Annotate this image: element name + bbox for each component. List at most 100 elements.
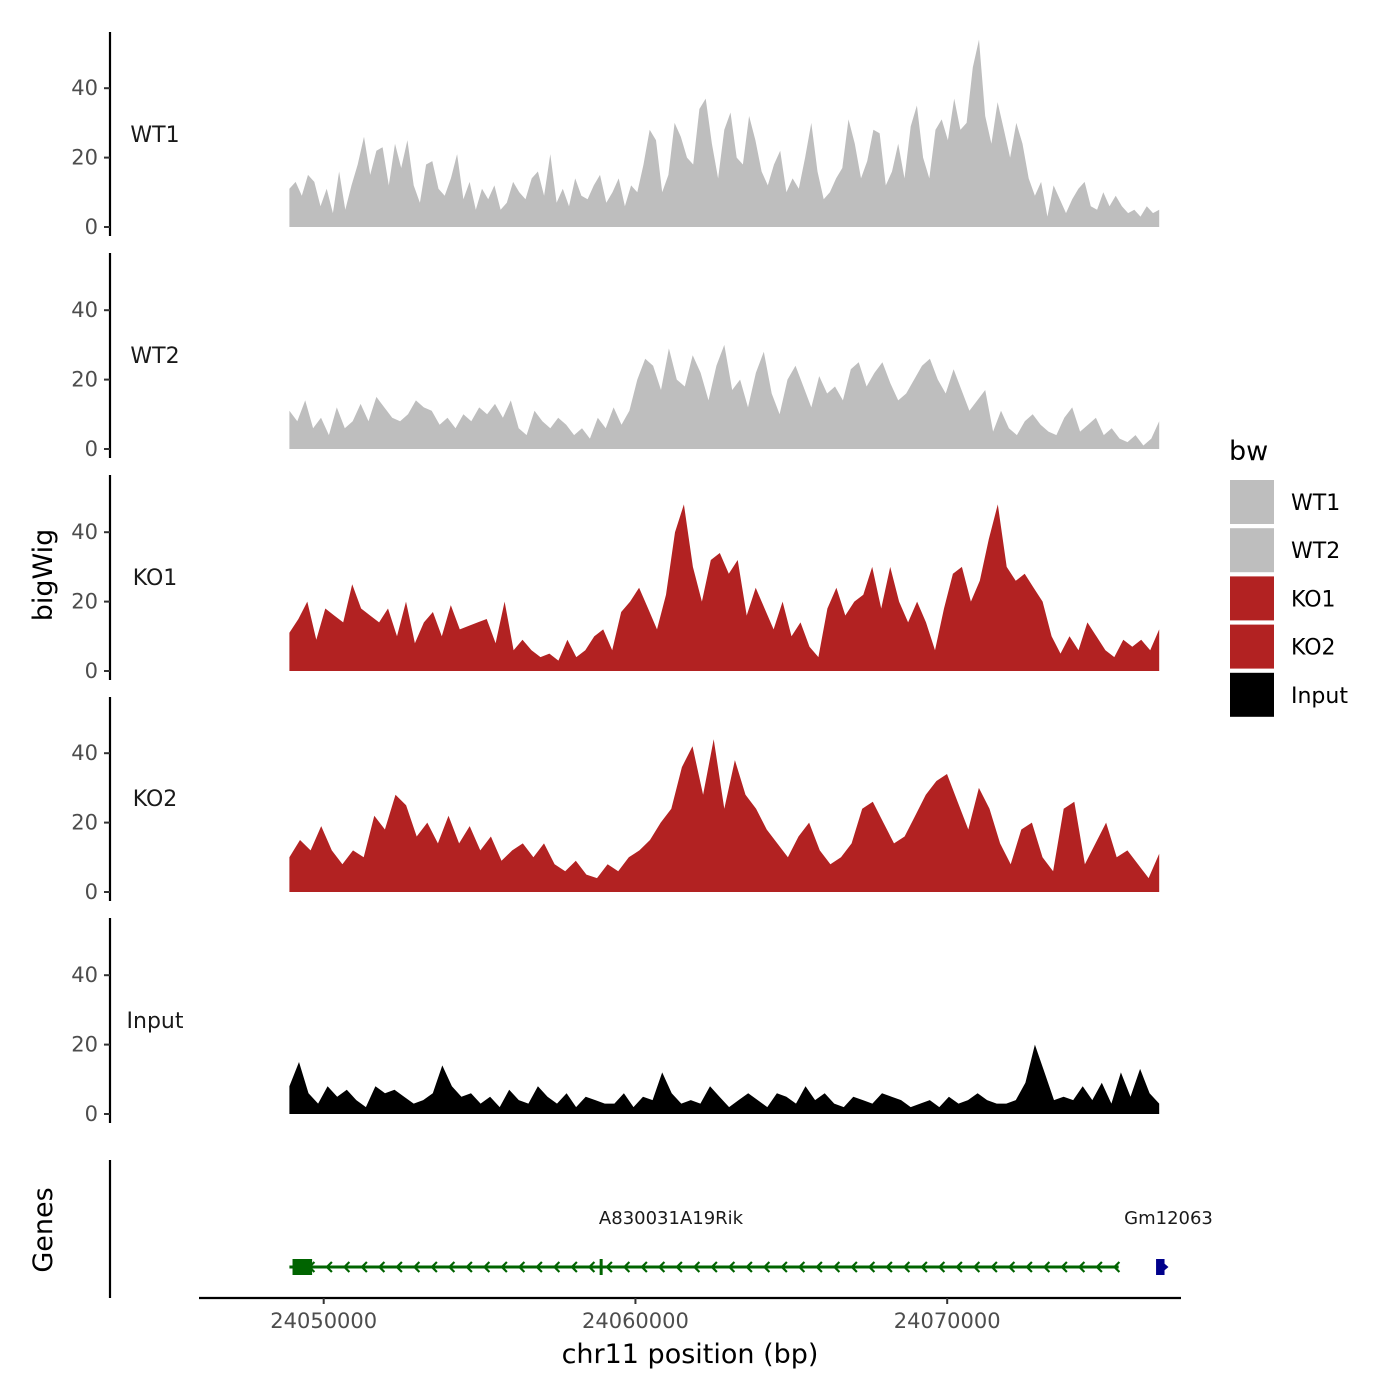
legend: bw WT1 WT2 KO1 KO2 Input xyxy=(1229,436,1348,717)
strand-arrow xyxy=(605,1261,613,1273)
y-tick-label: 20 xyxy=(71,368,98,392)
strand-arrow xyxy=(815,1261,823,1273)
legend-key-ko2 xyxy=(1230,624,1274,669)
strand-arrow xyxy=(867,1261,876,1273)
track-input: 0 20 40 Input xyxy=(71,918,1160,1126)
track-label: KO2 xyxy=(133,787,178,812)
genes-axis-title: Genes xyxy=(28,1187,59,1272)
x-tick-label: 24070000 xyxy=(894,1309,1001,1333)
strand-arrow xyxy=(1077,1261,1086,1273)
y-tick-label: 40 xyxy=(71,741,98,765)
strand-arrow xyxy=(1159,1261,1169,1273)
strand-arrow xyxy=(902,1261,911,1273)
y-tick-label: 20 xyxy=(71,146,98,170)
strand-arrow xyxy=(395,1261,403,1273)
strand-arrow xyxy=(552,1261,561,1273)
signal-area-ko2 xyxy=(289,739,1160,892)
signal-area-ko1 xyxy=(289,504,1160,671)
y-tick-label: 0 xyxy=(85,880,98,904)
strand-arrow xyxy=(850,1261,858,1273)
x-tick-label: 24050000 xyxy=(270,1309,377,1333)
gene-exon xyxy=(1156,1259,1165,1275)
strand-arrow xyxy=(570,1261,578,1273)
track-wt2: 0 20 40 WT2 xyxy=(71,253,1160,461)
gene-gm12063: Gm12063 xyxy=(1124,1208,1213,1275)
genes-panel: A830031A19Rik Gm12063 xyxy=(108,1160,1213,1298)
legend-key-input xyxy=(1230,672,1274,717)
track-label: Input xyxy=(127,1009,184,1034)
strand-arrow xyxy=(885,1261,893,1273)
strand-arrow xyxy=(377,1261,386,1273)
strand-arrow xyxy=(500,1261,508,1273)
strand-arrow xyxy=(1025,1261,1033,1273)
strand-arrow xyxy=(1042,1261,1051,1273)
track-ko1: 0 20 40 KO1 xyxy=(71,475,1160,683)
strand-arrow xyxy=(1095,1261,1103,1273)
strand-arrow xyxy=(587,1261,596,1273)
strand-arrow xyxy=(430,1261,438,1273)
signal-area-input xyxy=(289,1044,1160,1114)
strand-arrow xyxy=(920,1261,928,1273)
gene-label: A830031A19Rik xyxy=(599,1208,744,1229)
strand-arrow xyxy=(710,1261,718,1273)
strand-arrow xyxy=(412,1261,421,1273)
strand-arrow xyxy=(517,1261,526,1273)
strand-arrow xyxy=(535,1261,543,1273)
strand-arrow xyxy=(832,1261,841,1273)
strand-arrow xyxy=(622,1261,631,1273)
strand-arrow xyxy=(360,1261,368,1273)
track-wt1: 0 20 40 WT1 xyxy=(71,32,1160,239)
y-tick-label: 40 xyxy=(71,963,98,987)
x-axis: 24050000 24060000 24070000 xyxy=(199,1296,1181,1333)
signal-area-wt2 xyxy=(289,344,1160,449)
y-tick-label: 0 xyxy=(85,1102,98,1126)
legend-label: KO1 xyxy=(1291,587,1336,612)
strand-arrow xyxy=(325,1261,333,1273)
legend-label: WT2 xyxy=(1291,539,1340,564)
strand-arrow xyxy=(482,1261,491,1273)
legend-key-wt2 xyxy=(1230,528,1274,573)
strand-arrow xyxy=(955,1261,963,1273)
legend-title: bw xyxy=(1229,436,1268,467)
legend-key-ko1 xyxy=(1230,576,1274,621)
x-axis-title: chr11 position (bp) xyxy=(562,1339,819,1370)
gene-exon xyxy=(292,1259,313,1275)
strand-arrow xyxy=(727,1261,736,1273)
legend-label: WT1 xyxy=(1291,491,1340,516)
strand-arrow xyxy=(692,1261,701,1273)
gene-label: Gm12063 xyxy=(1124,1208,1213,1229)
strand-arrow xyxy=(745,1261,753,1273)
gene-exon xyxy=(599,1259,603,1275)
gene-a830031a19rik: A830031A19Rik xyxy=(289,1208,1121,1275)
strand-arrow xyxy=(990,1261,998,1273)
y-tick-label: 20 xyxy=(71,811,98,835)
y-tick-label: 40 xyxy=(71,76,98,100)
strand-arrow xyxy=(465,1261,473,1273)
signal-tracks: 0 20 40 WT1 0 20 40 WT2 0 20 40 KO1 0 20 40 KO2 0 20 40 Inp… xyxy=(71,32,1160,1126)
strand-arrow xyxy=(640,1261,648,1273)
strand-arrow xyxy=(447,1261,456,1273)
legend-key-wt1 xyxy=(1230,480,1274,524)
y-axis-title: bigWig xyxy=(28,529,59,622)
y-tick-label: 0 xyxy=(85,215,98,239)
y-tick-label: 0 xyxy=(85,437,98,461)
strand-arrow xyxy=(937,1261,946,1273)
strand-arrow xyxy=(972,1261,981,1273)
y-tick-label: 40 xyxy=(71,298,98,322)
y-tick-label: 0 xyxy=(85,659,98,683)
strand-arrow xyxy=(797,1261,806,1273)
y-tick-label: 20 xyxy=(71,590,98,614)
strand-arrow xyxy=(1112,1261,1121,1273)
strand-arrow xyxy=(675,1261,683,1273)
legend-label: Input xyxy=(1291,684,1348,709)
strand-arrow xyxy=(1007,1261,1016,1273)
track-label: WT1 xyxy=(130,123,179,148)
strand-arrow xyxy=(657,1261,666,1273)
x-tick-label: 24060000 xyxy=(582,1309,689,1333)
track-label: KO1 xyxy=(133,566,178,591)
strand-arrow xyxy=(1060,1261,1068,1273)
track-ko2: 0 20 40 KO2 xyxy=(71,697,1160,904)
strand-arrow xyxy=(762,1261,771,1273)
track-label: WT2 xyxy=(130,344,179,369)
